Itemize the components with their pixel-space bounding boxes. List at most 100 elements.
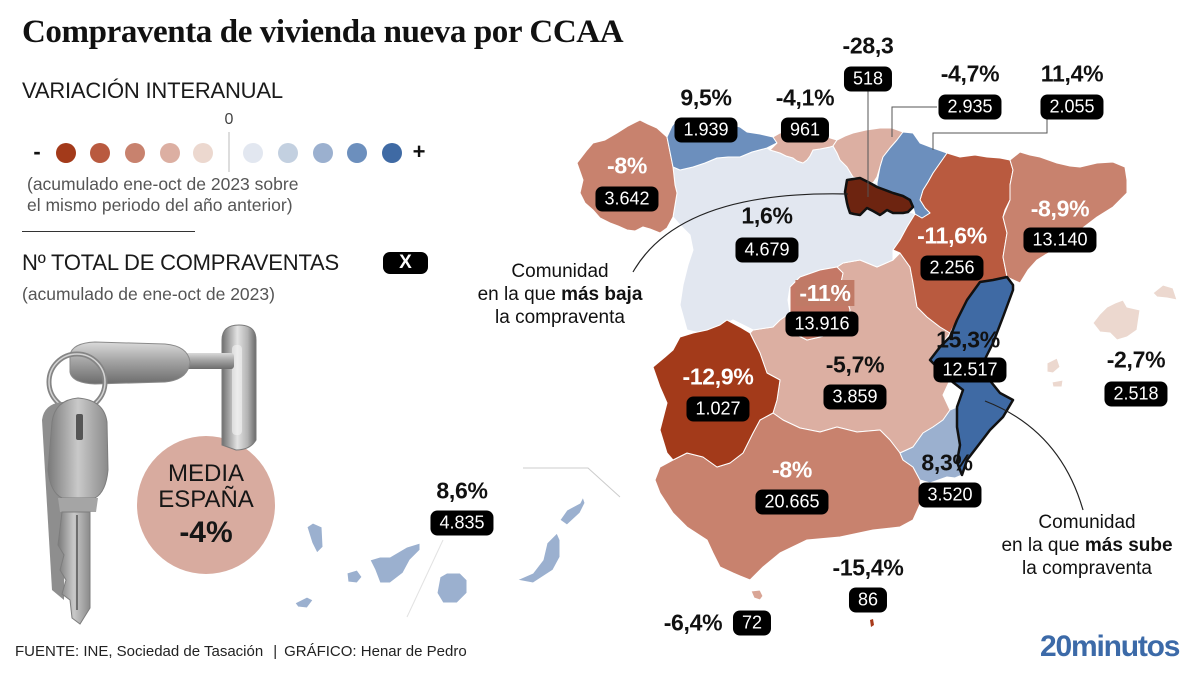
average-label-line-1: MEDIA — [167, 460, 245, 487]
keys-illustration — [42, 324, 257, 625]
ext-total-label: 1.027 — [686, 396, 750, 422]
highest-annotation-prefix: en la que — [1001, 535, 1085, 556]
legend-zero-label: 0 — [224, 111, 234, 128]
rio-total-label: 518 — [843, 66, 893, 92]
region-baleares-menorca[interactable] — [1152, 284, 1178, 301]
ceu-total-label: 72 — [732, 610, 772, 636]
mad-pct-label: -11% — [795, 280, 855, 306]
legend-dot-pos-5 — [382, 143, 402, 163]
gal-total-label: 3.642 — [595, 186, 659, 212]
legend-minus-label: - — [33, 139, 41, 164]
region-navarra[interactable] — [876, 131, 948, 219]
footer-credit: GRÁFICO: Henar de Pedro — [284, 643, 467, 660]
bal-total-label: 2.518 — [1104, 381, 1168, 407]
ara-pct-label: -11,6% — [917, 222, 987, 249]
canarias-el-hierro[interactable] — [294, 596, 314, 609]
highest-annotation-curve — [984, 400, 1084, 511]
highest-annotation-line-3: la compraventa — [1022, 558, 1152, 579]
mel-pct-label: -15,4% — [832, 554, 904, 581]
brand-logo[interactable]: 20minutos — [1040, 630, 1180, 663]
region-baleares-mallorca[interactable] — [1092, 299, 1141, 341]
bal-pct-label: -2,7% — [1106, 346, 1166, 373]
val-pct-label: 15,3% — [936, 326, 1000, 353]
pvs-total-label: 2.935 — [938, 94, 1002, 120]
region-extremadura[interactable] — [652, 319, 781, 468]
canarias-la-palma[interactable] — [306, 522, 324, 554]
val-total-label: 12.517 — [933, 357, 1007, 383]
highest-annotation-line-1: Comunidad — [1038, 512, 1136, 533]
legend-dot-pos-3 — [313, 143, 333, 163]
region-baleares-formentera[interactable] — [1051, 379, 1064, 388]
lowest-annotation: Comunidad en la que más baja la comprave… — [478, 260, 643, 329]
legend-dot-neg-1 — [193, 143, 213, 163]
highest-annotation-bold: más sube — [1084, 535, 1173, 556]
mur-total-label: 3.520 — [918, 482, 982, 508]
cyl-total-label: 4.679 — [735, 237, 799, 263]
legend-dot-neg-2 — [160, 143, 180, 163]
ceu-pct-label: -6,4% — [663, 609, 723, 636]
page-title: Compraventa de vivienda nueva por CCAA — [22, 14, 624, 50]
lowest-annotation-bold: más baja — [561, 284, 643, 305]
mur-pct-label: 8,3% — [921, 449, 973, 476]
lowest-annotation-line-2: en la que más baja — [478, 283, 643, 306]
canarias-inset-frame — [523, 467, 621, 498]
canarias-tenerife[interactable] — [369, 542, 421, 584]
gal-pct-label: -8% — [606, 152, 648, 179]
legend-scale — [56, 132, 402, 172]
ext-pct-label: -12,9% — [682, 363, 754, 390]
clm-total-label: 3.859 — [823, 384, 887, 410]
lowest-annotation-line-1: Comunidad — [511, 261, 609, 282]
clm-pct-label: -5,7% — [825, 351, 885, 378]
legend-variation-title: VARIACIÓN INTERANUAL — [22, 78, 283, 103]
ast-total-label: 1.939 — [674, 117, 738, 143]
average-label-line-2: ESPAÑA — [158, 486, 254, 513]
canarias-fuerteventura[interactable] — [516, 532, 561, 584]
cnr-total-label: 4.835 — [430, 510, 494, 536]
average-circle — [137, 436, 275, 574]
canarias-leader-line — [406, 539, 444, 618]
region-la-rioja[interactable] — [843, 176, 915, 217]
mad-total-label: 13.916 — [785, 311, 859, 337]
hanging-key-icon — [42, 397, 109, 625]
region-ceuta[interactable] — [750, 589, 764, 601]
legend-dot-pos-2 — [278, 143, 298, 163]
legend-dot-neg-4 — [90, 143, 110, 163]
highest-annotation-line-2: en la que más sube — [1001, 534, 1172, 557]
footer-separator: | — [273, 643, 278, 660]
region-canarias[interactable] — [294, 496, 586, 609]
legend-total-title: Nº TOTAL DE COMPRAVENTAS — [22, 250, 339, 275]
ara-total-label: 2.256 — [920, 255, 984, 281]
legend-divider — [22, 231, 195, 232]
canarias-gran-canaria[interactable] — [436, 572, 468, 604]
cat-pct-label: -8,9% — [1030, 195, 1090, 222]
ast-pct-label: 9,5% — [680, 84, 732, 111]
and-total-label: 20.665 — [755, 489, 829, 515]
pais-vasco-leader-line — [891, 106, 937, 137]
legend-note-line-1: (acumulado ene-oct de 2023 sobre — [27, 174, 299, 194]
cnr-pct-label: 8,6% — [436, 477, 488, 504]
canarias-lanzarote[interactable] — [559, 496, 586, 526]
lowest-annotation-curve — [632, 193, 849, 273]
region-melilla[interactable] — [870, 619, 874, 627]
legend-note-line-2: el mismo periodo del año anterior) — [27, 195, 293, 215]
footer: FUENTE: INE, Sociedad de Tasación | GRÁFIC… — [15, 643, 467, 660]
lowest-annotation-prefix: en la que — [477, 284, 562, 305]
inserted-key-icon — [69, 341, 234, 385]
legend-dot-pos-4 — [347, 143, 367, 163]
legend-dot-neg-3 — [125, 143, 145, 163]
legend-plus-label: + — [412, 139, 426, 164]
cyl-pct-label: 1,6% — [741, 202, 793, 229]
canarias-la-gomera[interactable] — [346, 569, 363, 584]
pvs-pct-label: -4,7% — [940, 60, 1000, 87]
legend-dot-pos-1 — [243, 143, 263, 163]
highest-annotation: Comunidad en la que más sube la comprave… — [1001, 511, 1172, 580]
legend-total-note: (acumulado de ene-oct de 2023) — [22, 284, 275, 304]
legend-dot-neg-5 — [56, 143, 76, 163]
can-total-label: 961 — [780, 117, 830, 143]
footer-source: FUENTE: INE, Sociedad de Tasación — [15, 643, 264, 660]
mel-total-label: 86 — [848, 587, 888, 613]
region-baleares-ibiza[interactable] — [1046, 357, 1061, 374]
cat-total-label: 13.140 — [1023, 227, 1097, 253]
and-pct-label: -8% — [771, 456, 813, 483]
